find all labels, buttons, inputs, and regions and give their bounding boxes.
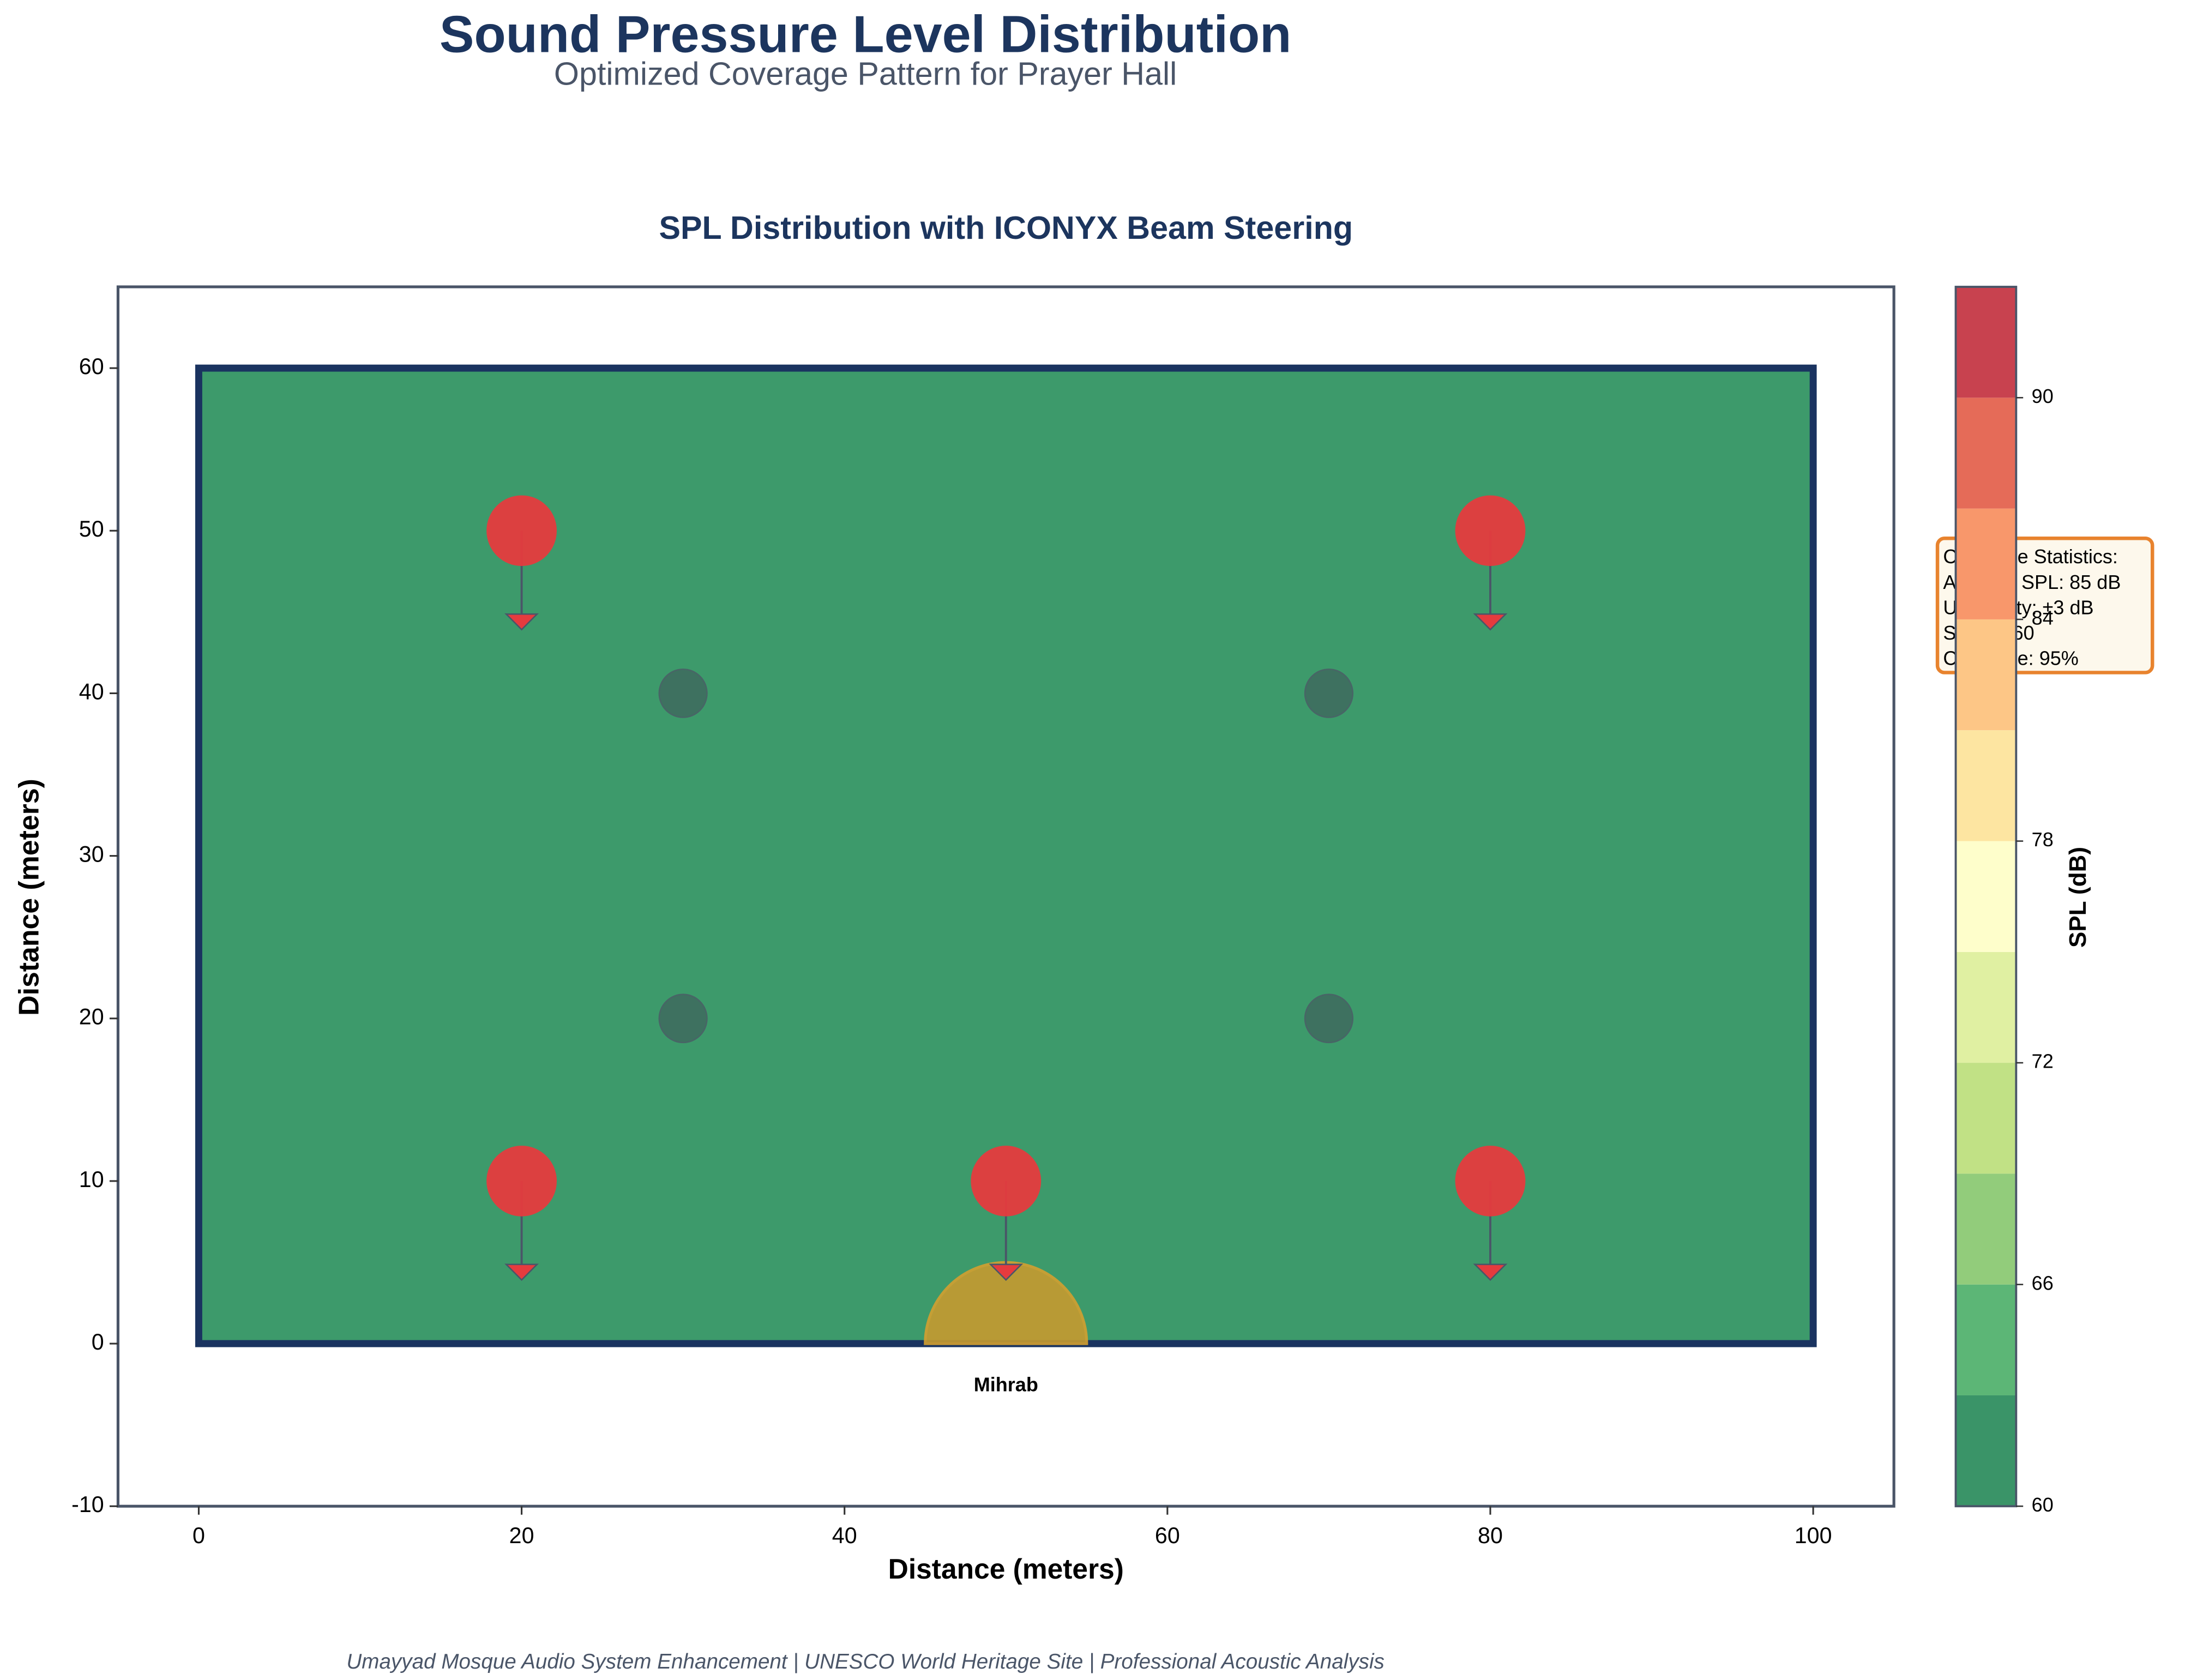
y-tick-label: -10 [71,1492,104,1517]
chart-title: Sound Pressure Level Distribution [440,5,1292,63]
colorbar-band [1955,1284,2017,1395]
y-tick-label: 20 [79,1004,104,1029]
colorbar-band [1955,1173,2017,1285]
column [1304,993,1354,1044]
x-tick-label: 40 [832,1523,857,1548]
y-tick-label: 40 [79,679,104,704]
x-tick-label: 100 [1795,1523,1832,1548]
colorbar-tick-label: 78 [2032,828,2054,851]
colorbar-tick-label: 90 [2032,385,2054,407]
colorbar-band [1955,1063,2017,1174]
colorbar-band [1955,1395,2017,1507]
beam-arrow-head [1473,1263,1508,1281]
colorbar-band [1955,952,2017,1063]
colorbar-band [1955,508,2017,619]
beam-arrow-head [1473,613,1508,631]
column [1304,669,1354,718]
column [658,993,708,1044]
mihrab-label: Mihrab [974,1373,1038,1395]
y-tick-label: 60 [79,354,104,379]
speaker [486,495,557,567]
y-tick-label: 0 [92,1329,104,1354]
x-tick-label: 80 [1478,1523,1503,1548]
column [658,669,708,718]
colorbar-tick-label: 84 [2032,606,2054,629]
colorbar-band [1955,730,2017,841]
x-tick-label: 0 [192,1523,205,1548]
y-tick-label: 10 [79,1167,104,1192]
colorbar-band [1955,619,2017,731]
y-axis-label: Distance (meters) [13,779,44,1016]
speaker [486,1146,557,1217]
colorbar-band [1955,398,2017,509]
speaker [971,1146,1042,1217]
colorbar-band [1955,841,2017,952]
beam-arrow-head [989,1263,1024,1281]
colorbar-frame [1954,286,2018,1508]
colorbar-tick-label: 72 [2032,1050,2054,1073]
speaker [1455,1146,1526,1217]
y-tick-label: 50 [79,516,104,541]
x-axis-label: Distance (meters) [888,1553,1124,1585]
axes-title: SPL Distribution with ICONYX Beam Steeri… [659,209,1353,246]
axes-frame [116,285,1895,1508]
colorbar-label: SPL (dB) [2064,847,2091,948]
colorbar-tick-label: 60 [2032,1494,2054,1516]
mihrab [924,1261,1088,1345]
speaker [1455,495,1526,567]
y-tick-label: 30 [79,841,104,866]
colorbar-tick-label: 66 [2032,1272,2054,1294]
beam-arrow-head [504,613,539,631]
beam-arrow-head [504,1263,539,1281]
chart-subtitle: Optimized Coverage Pattern for Prayer Ha… [554,56,1177,92]
x-tick-label: 60 [1155,1523,1180,1548]
footer: Umayyad Mosque Audio System Enhancement … [346,1650,1384,1673]
colorbar-band [1955,287,2017,398]
x-tick-label: 20 [509,1523,534,1548]
